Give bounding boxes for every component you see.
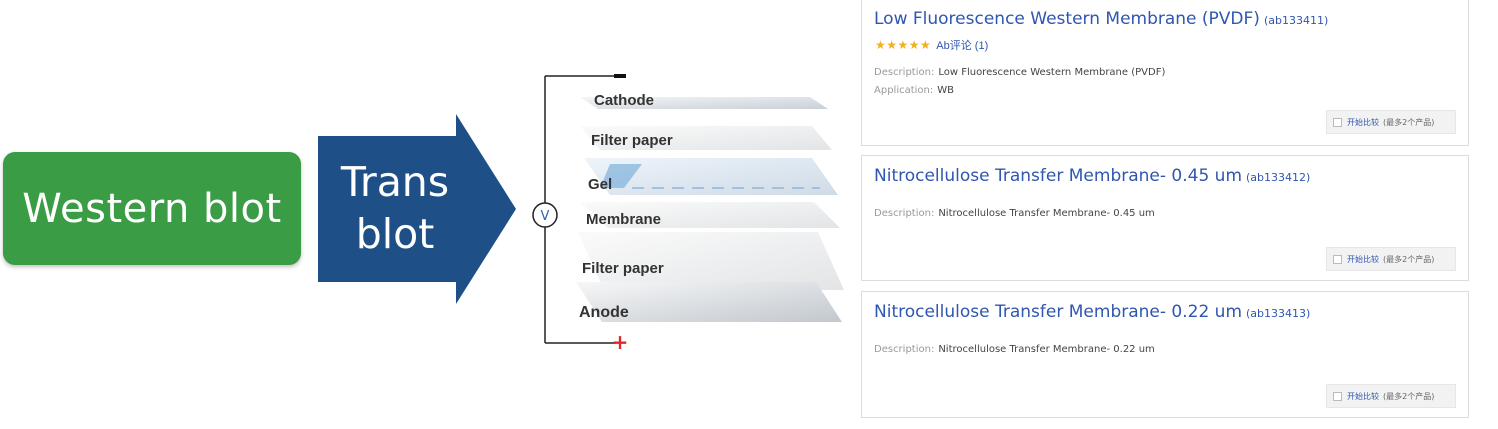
stack-drawing: V + <box>532 74 844 354</box>
western-blot-block: Western blot <box>3 152 301 265</box>
layer-label-anode: Anode <box>579 304 629 321</box>
voltmeter-symbol: V <box>541 209 550 224</box>
layer-label-membrane: Membrane <box>586 211 662 228</box>
layer-label-gel: Gel <box>588 176 613 193</box>
anode-layer <box>576 282 842 322</box>
product-code[interactable]: (ab133413) <box>1246 307 1311 320</box>
trans-blot-arrow <box>318 114 516 304</box>
cathode-layer <box>580 97 828 109</box>
compare-checkbox[interactable] <box>1333 254 1342 264</box>
product-code[interactable]: (ab133412) <box>1246 171 1311 184</box>
gel-layer <box>584 158 838 195</box>
description-row: Description: Nitrocellulose Transfer Memb… <box>874 208 1155 219</box>
compare-note: (最多2个产品) <box>1383 117 1435 127</box>
trans-blot-label: Trans blot <box>330 156 460 260</box>
product-code[interactable]: (ab133411) <box>1263 14 1329 27</box>
trans-blot-line1: Trans <box>340 158 450 206</box>
description-row: Description: Nitrocellulose Transfer Memb… <box>874 344 1155 355</box>
description-value: Nitrocellulose Transfer Membrane- 0.45 u… <box>938 208 1155 219</box>
description-value: Nitrocellulose Transfer Membrane- 0.22 u… <box>938 344 1155 355</box>
filter-paper-bottom-layer <box>578 232 844 290</box>
transfer-stack-diagram: V + Cathode Filter paper Gel Membrane Fi… <box>520 60 860 360</box>
compare-button[interactable]: 开始比较 (最多2个产品) <box>1326 384 1456 408</box>
compare-note: (最多2个产品) <box>1383 254 1435 264</box>
product-card: Nitrocellulose Transfer Membrane- 0.22 u… <box>861 291 1469 418</box>
product-title[interactable]: Nitrocellulose Transfer Membrane- 0.45 u… <box>874 166 1242 186</box>
product-card: Nitrocellulose Transfer Membrane- 0.45 u… <box>861 155 1469 281</box>
layer-label-filter-paper-top: Filter paper <box>591 132 673 149</box>
application-key: Application: <box>874 85 934 96</box>
filter-paper-top-layer <box>580 126 832 150</box>
product-title[interactable]: Low Fluorescence Western Membrane (PVDF) <box>874 9 1260 29</box>
application-row: Application: WB <box>874 85 954 96</box>
star-icons: ★★★★★ <box>875 38 932 52</box>
compare-note: (最多2个产品) <box>1383 391 1435 401</box>
description-row: Description: Low Fluorescence Western Mem… <box>874 67 1165 78</box>
product-card: Low Fluorescence Western Membrane (PVDF)… <box>861 0 1469 146</box>
rating-stars: ★★★★★ Ab评论 (1) <box>875 37 988 53</box>
compare-checkbox[interactable] <box>1333 117 1342 127</box>
description-key: Description: <box>874 67 935 78</box>
compare-label[interactable]: 开始比较 <box>1347 254 1379 264</box>
compare-button[interactable]: 开始比较 (最多2个产品) <box>1326 247 1456 271</box>
product-title[interactable]: Nitrocellulose Transfer Membrane- 0.22 u… <box>874 302 1242 322</box>
membrane-layer <box>580 202 840 228</box>
review-link[interactable]: Ab评论 (1) <box>936 40 989 52</box>
compare-button[interactable]: 开始比较 (最多2个产品) <box>1326 110 1456 134</box>
trans-blot-line2: blot <box>355 210 435 258</box>
product-title-link[interactable]: Nitrocellulose Transfer Membrane- 0.22 u… <box>874 302 1310 322</box>
application-value: WB <box>937 85 954 96</box>
description-value: Low Fluorescence Western Membrane (PVDF) <box>938 67 1166 78</box>
voltmeter-icon <box>532 202 558 228</box>
description-key: Description: <box>874 208 935 219</box>
compare-label[interactable]: 开始比较 <box>1347 391 1379 401</box>
western-blot-label: Western blot <box>22 185 282 232</box>
compare-label[interactable]: 开始比较 <box>1347 117 1379 127</box>
product-title-link[interactable]: Low Fluorescence Western Membrane (PVDF)… <box>874 9 1328 29</box>
layer-label-filter-paper-bottom: Filter paper <box>582 260 664 277</box>
compare-checkbox[interactable] <box>1333 391 1342 401</box>
plus-sign: + <box>612 330 629 354</box>
description-key: Description: <box>874 344 935 355</box>
product-title-link[interactable]: Nitrocellulose Transfer Membrane- 0.45 u… <box>874 166 1310 186</box>
layer-label-cathode: Cathode <box>594 92 654 109</box>
